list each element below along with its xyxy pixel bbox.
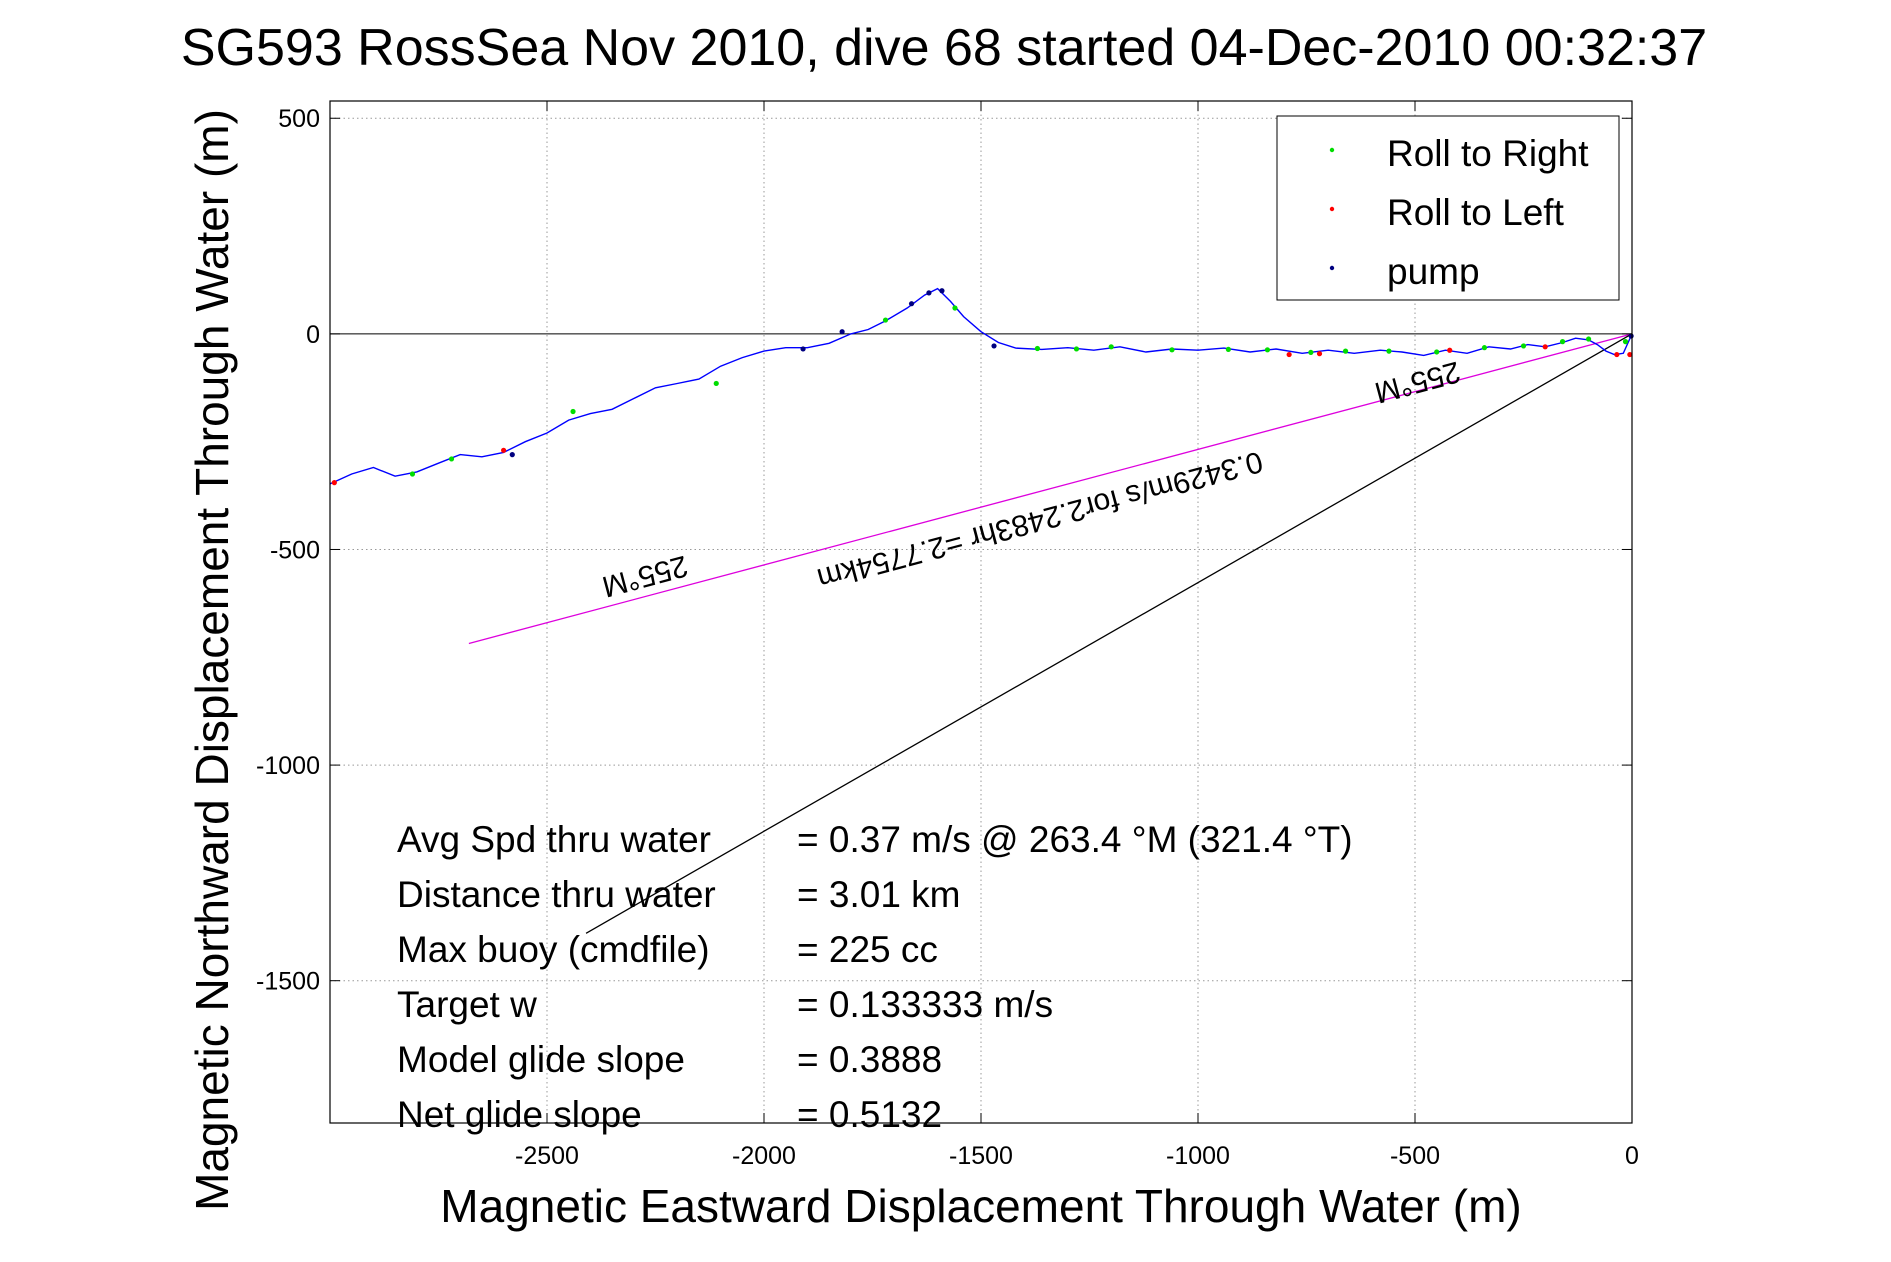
stat-value: = 0.37 m/s @ 263.4 °M (321.4 °T) [797,819,1353,860]
x-tick-label: -500 [1390,1142,1440,1170]
x-tick-label: 0 [1625,1142,1639,1170]
x-tick-label: -1500 [949,1142,1013,1170]
stat-label: Model glide slope [397,1039,685,1080]
pump-point [926,290,932,296]
legend-marker [1329,265,1335,271]
stat-value: = 0.3888 [797,1039,942,1080]
roll-right-point [570,408,576,415]
x-tick-label: -1000 [1166,1142,1230,1170]
pump-point [991,343,997,349]
legend-label: pump [1387,251,1480,292]
y-tick-label: 0 [306,321,320,349]
stat-value: = 0.133333 m/s [797,984,1053,1025]
roll-right-point [1559,339,1566,345]
roll-left-point [1627,351,1633,358]
pump-point [839,329,845,335]
roll-right-point [1073,346,1080,352]
roll-right-point [1034,345,1041,352]
roll-right-point [1622,339,1629,345]
legend-box [1276,115,1620,301]
stat-value: = 3.01 km [797,874,961,915]
roll-right-point [1264,347,1271,353]
roll-right-point [1386,348,1392,354]
y-axis-label: Magnetic Northward Displacement Through … [186,109,238,1211]
y-tick-label: -1000 [256,752,320,780]
roll-left-point [331,480,337,486]
roll-right-point [1308,349,1314,356]
legend: Roll to Right Roll to Left pump [1276,115,1620,301]
roll-left-point [1542,344,1548,350]
pump-point [939,288,945,294]
x-axis-label: Magnetic Eastward Displacement Through W… [440,1180,1521,1232]
track-line [329,287,1633,485]
stat-value: = 225 cc [797,929,938,970]
y-tick-label: 500 [278,105,320,133]
stat-label: Avg Spd thru water [397,819,711,860]
y-tick-label: -1500 [256,968,320,996]
legend-marker [1329,206,1335,212]
grid-lines [330,101,1632,1123]
stat-label: Max buoy (cmdfile) [397,929,710,970]
legend-marker [1329,147,1335,153]
roll-right-point [1225,346,1231,352]
roll-right-point [1108,344,1114,350]
heading-line [468,333,1633,645]
series-layer [329,287,1634,934]
legend-label: Roll to Left [1387,192,1565,233]
roll-right-point [713,380,719,387]
roll-right-point [952,305,958,311]
roll-left-point [1286,351,1292,358]
roll-right-point [1520,343,1527,349]
x-tick-label: -2500 [515,1142,579,1170]
stats-panel: Avg Spd thru water = 0.37 m/s @ 263.4 °M … [397,819,1353,1135]
roll-right-point [409,471,416,477]
roll-left-point [1614,351,1620,358]
pump-point [800,346,806,352]
y-tick-label: -500 [270,536,320,564]
roll-right-point [1481,345,1488,351]
x-axis-ticks: -2500 -2000 -1500 -1000 -500 0 [515,101,1639,1170]
stat-label: Target w [397,984,537,1025]
pump-point [509,452,515,458]
roll-right-point [1169,347,1175,353]
roll-left-point [501,447,507,453]
roll-right-point [1586,336,1592,342]
legend-label: Roll to Right [1387,133,1589,174]
roll-right-point [448,456,455,462]
stat-value: = 0.5132 [797,1094,942,1135]
chart-title: SG593 RossSea Nov 2010, dive 68 started … [181,19,1707,77]
roll-right-point [1342,348,1349,354]
pump-point [908,301,915,307]
x-tick-label: -2000 [732,1142,796,1170]
roll-left-point [1447,347,1453,353]
heading-line [585,333,1633,934]
roll-right-point [1434,349,1440,355]
stat-label: Distance thru water [397,874,716,915]
roll-left-point [1316,351,1323,357]
y-axis-ticks: 500 0 -500 -1000 -1500 [256,105,1632,996]
roll-right-point [882,317,889,323]
stat-label: Net glide slope [397,1094,642,1135]
